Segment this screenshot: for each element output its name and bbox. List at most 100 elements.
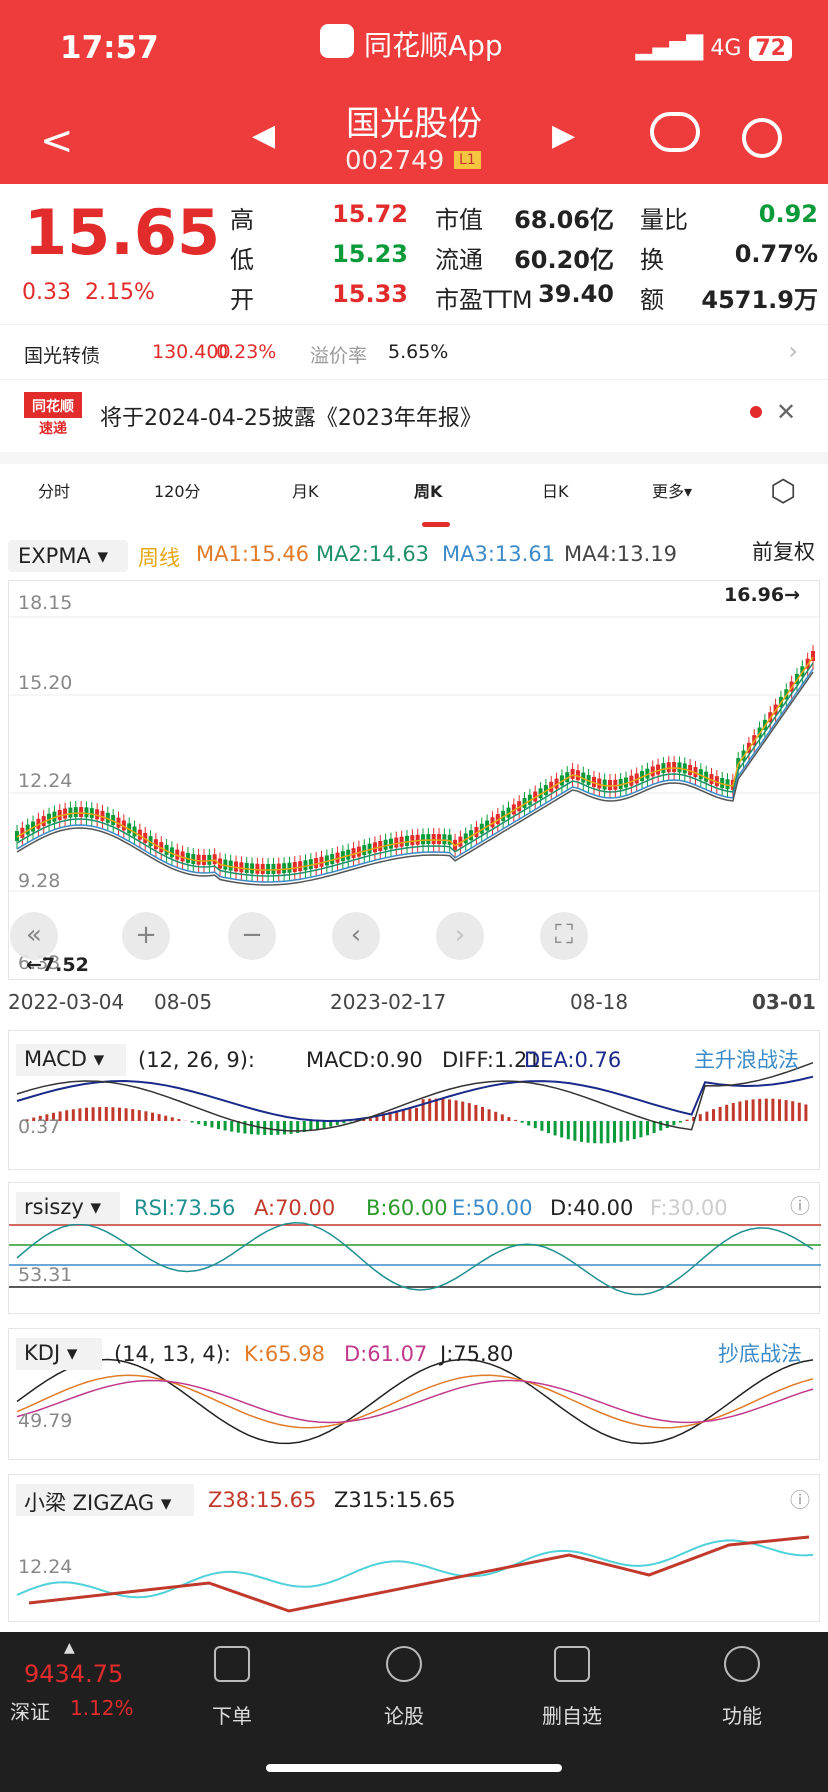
candle-body <box>15 831 19 841</box>
strategy-link[interactable]: 主升浪战法 <box>694 1048 799 1072</box>
nav-forum[interactable]: 论股 <box>384 1704 424 1728</box>
adjust-toggle[interactable]: 前复权 <box>752 540 815 564</box>
macd-bar <box>269 1121 273 1135</box>
candle-body <box>378 841 383 852</box>
macd-bar <box>243 1121 247 1134</box>
premium-value: 5.65% <box>388 341 449 363</box>
candle-body <box>559 775 564 786</box>
app-name: 同花顺App <box>364 29 503 62</box>
tab-120min[interactable]: 120分 <box>154 482 201 501</box>
candle-body <box>218 858 223 869</box>
home-indicator <box>266 1764 562 1772</box>
candle-body <box>132 826 137 837</box>
kdj-panel[interactable] <box>8 1328 820 1460</box>
candle-body <box>682 763 687 774</box>
candle-body <box>442 834 447 845</box>
tab-month[interactable]: 月K <box>292 482 319 501</box>
macd-bar <box>217 1121 220 1130</box>
zoom-out-button[interactable]: − <box>228 912 276 960</box>
rewind-icon[interactable]: « <box>10 912 58 960</box>
candle-body <box>624 777 629 788</box>
kline-chart[interactable] <box>8 580 821 980</box>
macd-bar <box>98 1107 102 1121</box>
y-tick: 12.24 <box>18 1556 73 1578</box>
candle-body <box>607 779 612 790</box>
candle-body <box>629 775 634 786</box>
rsi-select[interactable]: rsiszy ▾ <box>16 1192 120 1224</box>
tab-more[interactable]: 更多▾ <box>652 482 693 501</box>
scroll-left-button[interactable]: ‹ <box>332 912 380 960</box>
candle-body <box>282 863 287 874</box>
prev-stock-button[interactable]: ◀ <box>252 118 276 153</box>
tab-day[interactable]: 日K <box>542 482 569 501</box>
strategy-link[interactable]: 抄底战法 <box>718 1342 802 1366</box>
candle-body <box>255 863 260 874</box>
zoom-in-button[interactable]: + <box>122 912 170 960</box>
candle-body <box>100 810 105 821</box>
candle-body <box>570 768 575 779</box>
fullscreen-icon[interactable]: ⛶ <box>540 912 588 960</box>
macd-bar <box>580 1121 583 1142</box>
robot-icon[interactable] <box>650 112 700 152</box>
ma1-value: MA1:15.46 <box>196 542 310 566</box>
candle-body <box>640 771 645 782</box>
candle-body <box>602 779 607 790</box>
ma-line <box>16 668 814 883</box>
macd-bar <box>388 1111 392 1121</box>
quote-key: 开 <box>230 286 254 314</box>
zigzag-trace <box>16 1539 814 1599</box>
order-icon[interactable] <box>214 1646 250 1682</box>
candle-body <box>271 863 276 874</box>
zigzag-panel[interactable] <box>8 1474 820 1622</box>
candle-body <box>372 842 377 853</box>
scroll-right-button[interactable]: › <box>436 912 484 960</box>
rsi-panel[interactable] <box>8 1182 821 1314</box>
quote-value: 0.77% <box>734 240 818 268</box>
date-tick: 2022-03-04 <box>8 990 125 1014</box>
kdj-svg <box>16 1358 814 1445</box>
candle-body <box>575 770 580 781</box>
candle-body <box>116 817 121 828</box>
nav-remove-watchlist[interactable]: 删自选 <box>542 1704 602 1728</box>
tab-week[interactable]: 周K <box>414 482 443 501</box>
macd-bar <box>230 1121 234 1132</box>
indicator-select[interactable]: EXPMA ▾ <box>8 540 128 572</box>
next-stock-button[interactable]: ▶ <box>552 118 576 153</box>
macd-select[interactable]: MACD ▾ <box>16 1044 126 1076</box>
candle-body <box>303 860 308 871</box>
macd-bar <box>329 1121 333 1127</box>
index-value[interactable]: 9434.75 <box>24 1660 124 1688</box>
macd-panel[interactable] <box>8 1030 820 1170</box>
close-icon[interactable]: ✕ <box>776 398 797 426</box>
candle-body <box>148 836 153 847</box>
macd-bar <box>804 1104 808 1121</box>
nav-order[interactable]: 下单 <box>212 1704 252 1728</box>
convertible-bond-row[interactable]: 国光转债 130.400 0.23% 溢价率 5.65% › <box>0 324 828 380</box>
search-icon[interactable] <box>742 118 782 158</box>
settings-hex-icon[interactable]: ⬡ <box>770 474 797 509</box>
candle-body <box>153 839 158 850</box>
help-icon[interactable]: ⓘ <box>790 1488 810 1512</box>
back-button[interactable]: < <box>40 118 74 164</box>
menu-icon[interactable] <box>724 1646 760 1682</box>
kdj-select[interactable]: KDJ ▾ <box>16 1338 102 1370</box>
macd-bar <box>203 1121 207 1126</box>
zigzag-select[interactable]: 小梁 ZIGZAG ▾ <box>16 1484 194 1516</box>
status-indicators: ▂▄▆█ 4G 72 <box>636 36 792 61</box>
remove-watchlist-icon[interactable] <box>554 1646 590 1682</box>
quote-key: 低 <box>230 246 254 274</box>
macd-bar <box>25 1119 29 1121</box>
forum-icon[interactable] <box>386 1646 422 1682</box>
candle-body <box>20 827 25 838</box>
nav-functions[interactable]: 功能 <box>722 1704 762 1728</box>
tab-fenshi[interactable]: 分时 <box>38 482 71 501</box>
help-icon[interactable]: ⓘ <box>790 1194 810 1218</box>
macd-svg <box>16 1061 814 1144</box>
candle-body <box>57 809 62 820</box>
candle-body <box>79 807 84 818</box>
news-text[interactable]: 将于2024-04-25披露《2023年年报》 <box>100 406 482 431</box>
rsi-a: A:70.00 <box>254 1196 336 1220</box>
candle-body <box>672 762 677 773</box>
candle-body <box>244 862 249 873</box>
macd-bar <box>322 1121 326 1129</box>
